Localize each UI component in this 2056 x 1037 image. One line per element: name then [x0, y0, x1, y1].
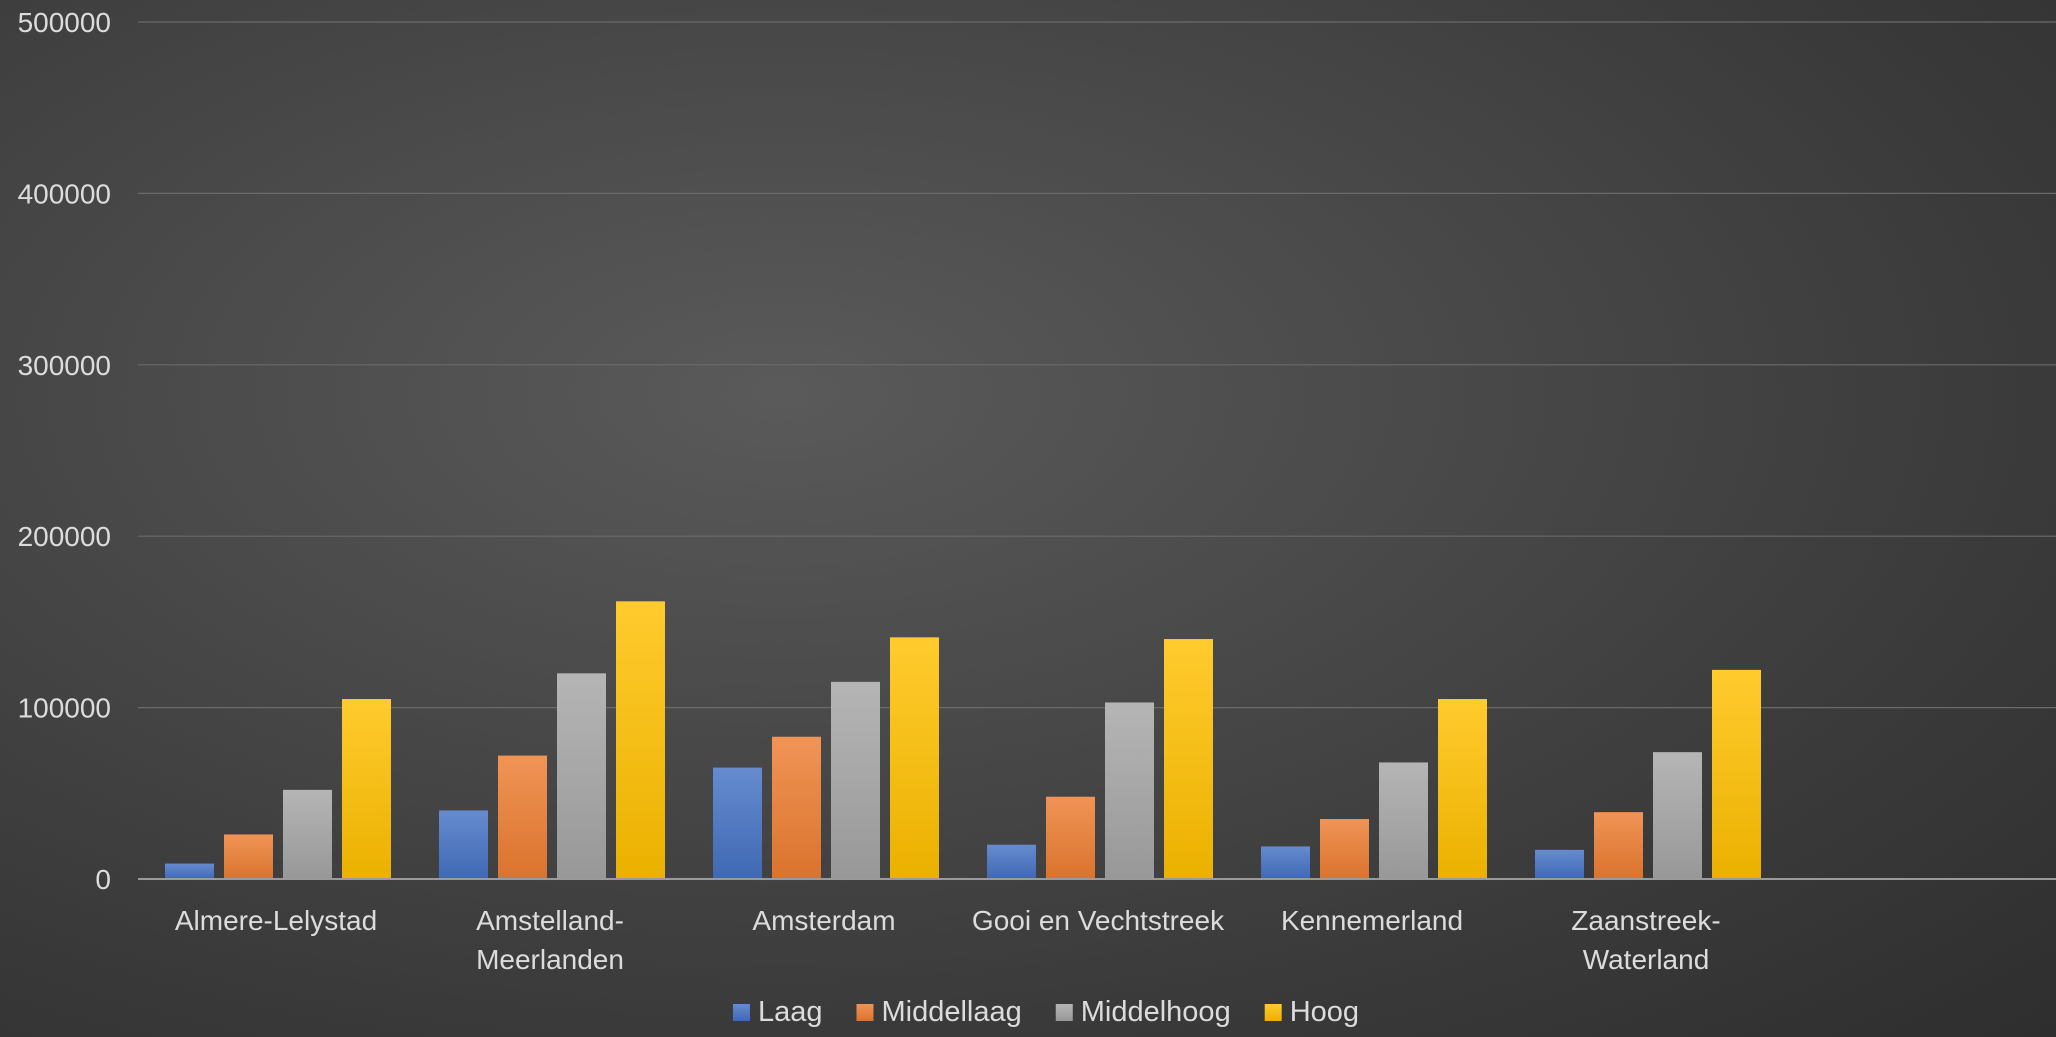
legend-swatch [856, 1004, 874, 1021]
bars [165, 601, 1761, 879]
bar-laag [713, 767, 762, 879]
bar-middellaag [772, 736, 821, 879]
bar-middellaag [1320, 819, 1369, 879]
bar-middelhoog [1105, 702, 1154, 879]
bar-hoog [1438, 699, 1487, 879]
bar-middellaag [1046, 796, 1095, 879]
y-axis-ticks: 0 100000 200000 300000 400000 500000 [18, 7, 111, 895]
x-tick-label: Amsterdam [752, 905, 895, 936]
bar-middellaag [1594, 812, 1643, 879]
legend-swatch [732, 1004, 750, 1021]
bar-laag [987, 844, 1036, 879]
bar-hoog [1712, 669, 1761, 879]
legend-item-hoog: Hoog [1264, 996, 1359, 1028]
y-tick-label: 200000 [18, 521, 111, 552]
y-tick-label: 0 [95, 864, 111, 895]
bar-laag [439, 810, 488, 879]
y-tick-label: 500000 [18, 7, 111, 38]
x-tick-label: Amstelland-Meerlanden [476, 905, 624, 975]
x-tick-label: Almere-Lelystad [175, 905, 377, 936]
gridlines [138, 21, 2056, 709]
bar-middelhoog [1379, 762, 1428, 879]
x-tick-label: Gooi en Vechtstreek [972, 905, 1225, 936]
legend-swatch [1055, 1004, 1073, 1021]
x-axis-ticks: Almere-Lelystad Amstelland-Meerlanden Amst… [175, 905, 1721, 975]
bar-laag [1261, 846, 1310, 879]
x-tick-label: Kennemerland [1281, 905, 1463, 936]
bar-middelhoog [557, 673, 606, 879]
bar-hoog [342, 699, 391, 879]
legend-item-middelhoog: Middelhoog [1055, 996, 1231, 1028]
bar-hoog [890, 637, 939, 879]
y-tick-label: 400000 [18, 178, 111, 209]
bar-middellaag [224, 834, 273, 879]
y-tick-label: 100000 [18, 693, 111, 724]
y-tick-label: 300000 [18, 350, 111, 381]
legend: Laag Middellaag Middelhoog Hoog [732, 996, 1359, 1028]
legend-label: Hoog [1290, 996, 1359, 1028]
legend-item-laag: Laag [732, 996, 823, 1028]
bar-middelhoog [283, 789, 332, 879]
legend-item-middellaag: Middellaag [856, 996, 1022, 1028]
bar-middelhoog [831, 681, 880, 879]
legend-label: Laag [758, 996, 823, 1028]
bar-hoog [1164, 639, 1213, 879]
legend-label: Middelhoog [1081, 996, 1231, 1028]
legend-swatch [1264, 1004, 1282, 1021]
bar-hoog [616, 601, 665, 879]
x-tick-label: Zaanstreek-Waterland [1571, 905, 1720, 975]
bar-middellaag [498, 755, 547, 879]
bar-laag [165, 863, 214, 879]
bar-laag [1535, 849, 1584, 879]
bar-middelhoog [1653, 752, 1702, 879]
legend-label: Middellaag [881, 996, 1021, 1028]
